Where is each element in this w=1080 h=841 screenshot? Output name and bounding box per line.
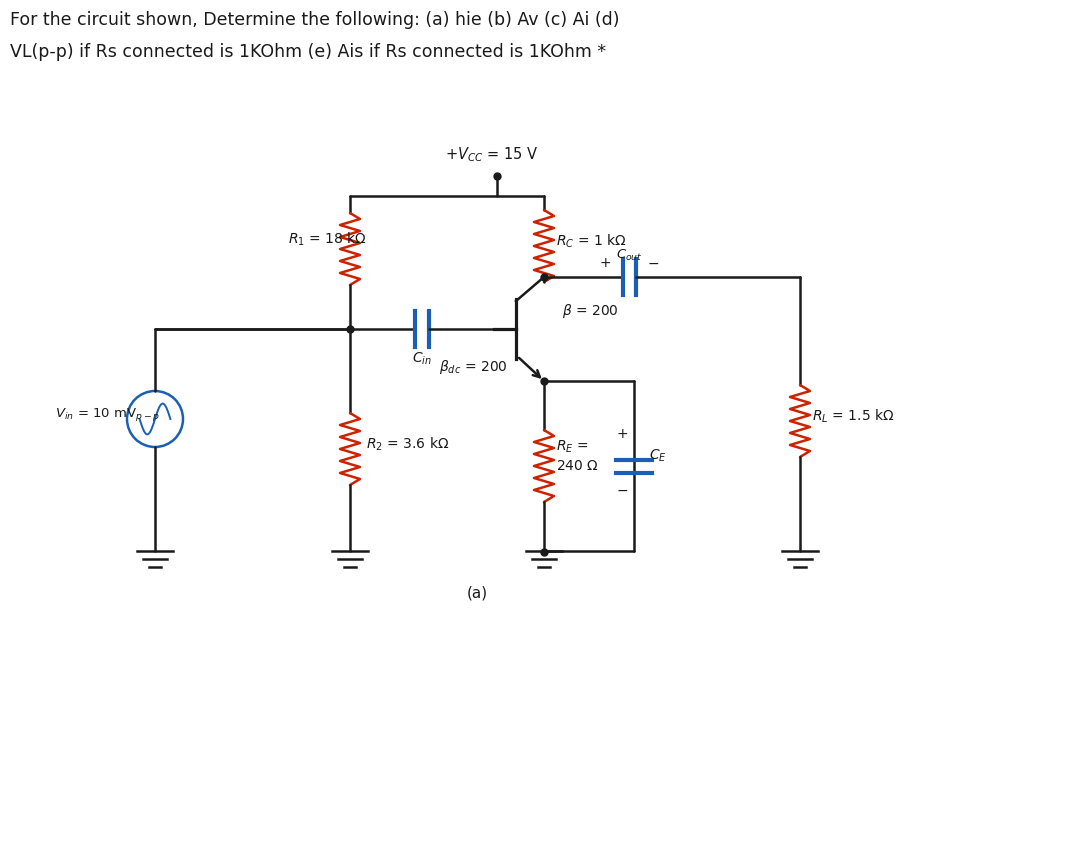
Text: $C_E$: $C_E$: [649, 447, 666, 464]
Text: VL(p-p) if Rs connected is 1KOhm (e) Ais if Rs connected is 1KOhm *: VL(p-p) if Rs connected is 1KOhm (e) Ais…: [10, 43, 606, 61]
Text: For the circuit shown, Determine the following: (a) hie (b) Av (c) Ai (d): For the circuit shown, Determine the fol…: [10, 11, 620, 29]
Text: $R_2$ = 3.6 k$\Omega$: $R_2$ = 3.6 k$\Omega$: [366, 436, 449, 452]
Text: $C_{in}$: $C_{in}$: [413, 351, 432, 368]
Text: $R_E$ =
240 $\Omega$: $R_E$ = 240 $\Omega$: [556, 439, 599, 473]
Text: $R_1$ = 18 k$\Omega$: $R_1$ = 18 k$\Omega$: [288, 230, 367, 248]
Text: $R_L$ = 1.5 k$\Omega$: $R_L$ = 1.5 k$\Omega$: [812, 407, 894, 425]
Text: +: +: [599, 256, 611, 270]
Text: $-$: $-$: [647, 256, 659, 270]
Text: $\beta_{dc}$ = 200: $\beta_{dc}$ = 200: [438, 358, 508, 376]
Text: (a): (a): [467, 586, 487, 601]
Text: $-$: $-$: [616, 483, 629, 497]
Text: $C_{out}$: $C_{out}$: [616, 248, 643, 263]
Text: $V_{in}$ = 10 mV$_{p-p}$: $V_{in}$ = 10 mV$_{p-p}$: [55, 405, 160, 422]
Text: $\beta$ = 200: $\beta$ = 200: [562, 302, 619, 320]
Text: $R_C$ = 1 k$\Omega$: $R_C$ = 1 k$\Omega$: [556, 232, 626, 250]
Text: $+V_{CC}$ = 15 V: $+V_{CC}$ = 15 V: [445, 145, 539, 164]
Text: +: +: [617, 427, 627, 441]
